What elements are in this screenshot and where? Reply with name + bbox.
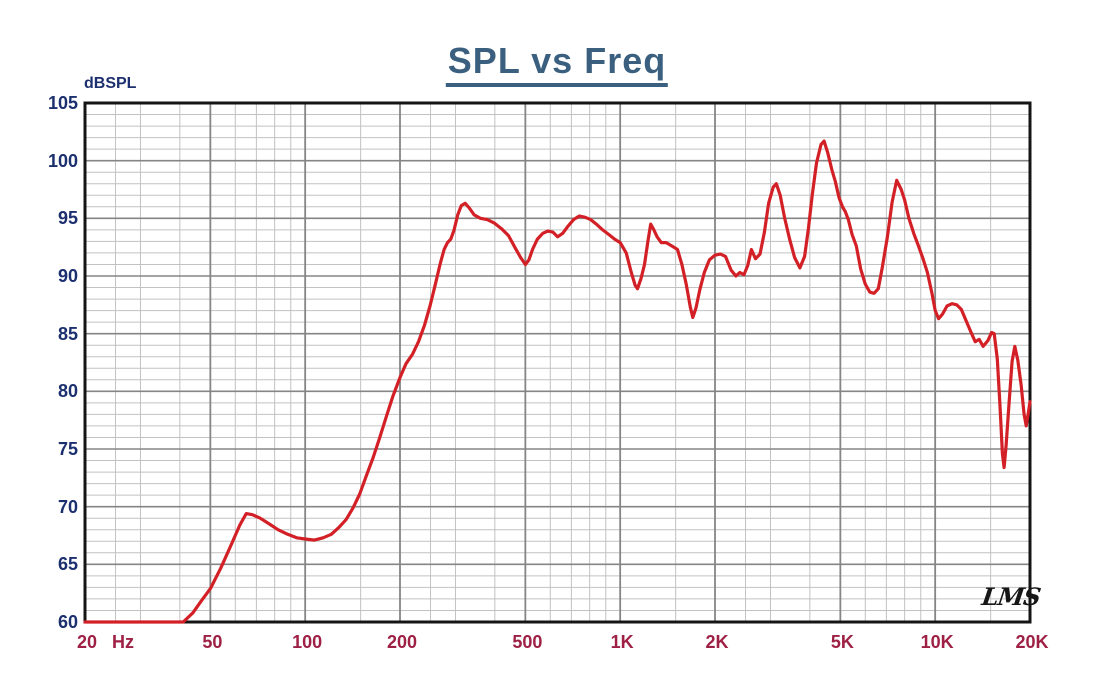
lms-watermark: LMS	[980, 582, 1042, 611]
y-tick-label: 90	[57, 266, 78, 286]
y-tick-label: 85	[57, 323, 78, 344]
y-tick-label: 80	[57, 381, 78, 402]
y-tick-label: 95	[57, 208, 78, 229]
x-tick-label: 2K	[705, 632, 729, 652]
y-tick-label: 65	[57, 554, 78, 575]
x-axis-unit-label: Hz	[112, 632, 134, 652]
x-tick-label: 100	[292, 632, 323, 652]
x-tick-label: 50	[202, 632, 223, 652]
x-tick-label: 10K	[920, 632, 954, 652]
x-tick-label: 20	[76, 632, 98, 652]
y-tick-label: 100	[47, 150, 78, 171]
spl-response-curve	[83, 139, 1032, 624]
x-tick-label: 5K	[830, 632, 854, 652]
y-tick-label: 60	[57, 612, 78, 632]
y-axis-title: dBSPL	[84, 75, 137, 92]
y-tick-label: 75	[57, 439, 78, 459]
x-tick-label: 500	[512, 632, 543, 652]
plot-frame	[83, 101, 1032, 624]
y-tick-label: 105	[47, 93, 78, 113]
x-tick-label: 1K	[610, 632, 634, 652]
x-tick-label: 20K	[1015, 632, 1049, 652]
y-tick-label: 70	[57, 496, 78, 517]
x-tick-label: 200	[386, 632, 418, 652]
chart-title: SPL vs Freq	[445, 40, 669, 87]
